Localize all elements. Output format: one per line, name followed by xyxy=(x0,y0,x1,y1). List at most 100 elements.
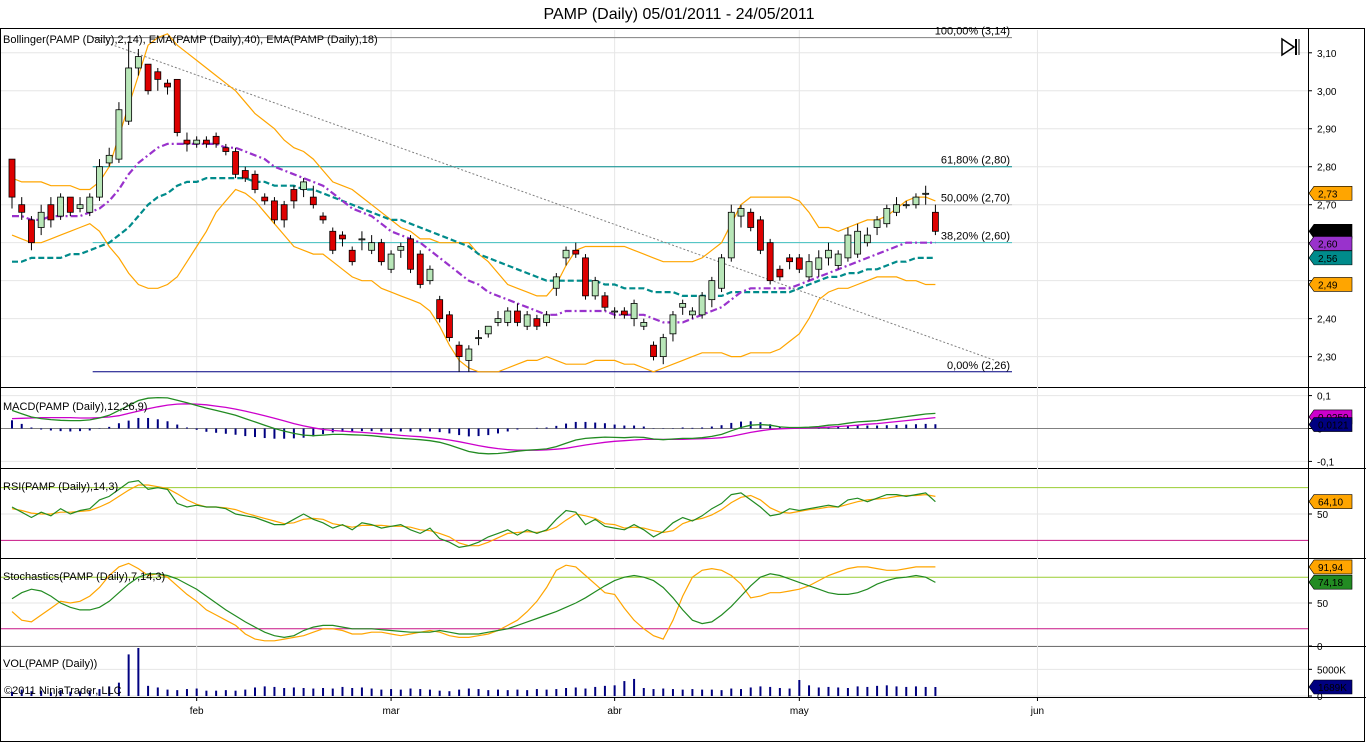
x-axis: feb mar abr may jun xyxy=(190,697,1044,717)
candle-body xyxy=(786,257,793,263)
price-marker-box xyxy=(1308,250,1353,266)
candle-body xyxy=(825,249,832,259)
candle-body xyxy=(212,135,220,145)
candle-body xyxy=(902,204,910,207)
candle-body xyxy=(504,310,512,323)
candle-body xyxy=(514,310,521,323)
candle-body xyxy=(863,234,871,244)
price-marker-box xyxy=(1308,186,1353,201)
price-marker-label: 74,18 xyxy=(1318,578,1343,589)
price-marker-box xyxy=(1308,277,1353,292)
candle-body xyxy=(115,109,123,160)
candle-body xyxy=(144,63,152,92)
bollinger-bands xyxy=(11,33,936,373)
price-marker-label: 2,63 xyxy=(1318,227,1338,238)
candle-body xyxy=(523,314,531,327)
candle-body xyxy=(377,242,385,263)
candle-body xyxy=(669,314,677,335)
candle-body xyxy=(416,253,424,285)
candle-body xyxy=(455,344,463,358)
panel-titles: Bollinger(PAMP (Daily),2,14), EMA(PAMP (… xyxy=(3,34,378,670)
candle-body xyxy=(300,181,308,190)
panel-title: MACD(PAMP (Daily),12,26,9) xyxy=(3,401,147,413)
price-marker-box xyxy=(1308,679,1353,695)
candle-body xyxy=(309,196,317,206)
price-marker: 2,56 xyxy=(1308,250,1353,266)
fib-label: 50,00% (2,70) xyxy=(941,193,1010,205)
stoch-d-line xyxy=(11,573,936,639)
candle-body xyxy=(844,234,852,259)
candlesticks xyxy=(8,41,939,372)
candle-body xyxy=(883,208,891,225)
candle-body xyxy=(387,253,395,270)
candle-body xyxy=(134,56,142,69)
y-tick-label: 3,10 xyxy=(1317,49,1337,60)
candle-body xyxy=(154,71,162,80)
candle-body xyxy=(173,78,181,133)
y-tick-label: 2,40 xyxy=(1317,315,1337,326)
candle-body xyxy=(47,204,55,221)
candle-body xyxy=(436,299,444,320)
candle-body xyxy=(57,196,64,217)
x-tick-label: jun xyxy=(1030,706,1044,717)
candle-body xyxy=(484,325,492,335)
price-marker-label: 2,56 xyxy=(1318,254,1338,265)
candle-body xyxy=(552,276,560,289)
rsi-panel xyxy=(1,479,1308,549)
candle-body xyxy=(640,322,648,327)
candle-body xyxy=(426,268,434,282)
candle-body xyxy=(445,314,453,339)
candle-body xyxy=(241,170,249,179)
candle-body xyxy=(339,234,346,240)
fib-label: 0,00% (2,26) xyxy=(947,360,1010,372)
candle-body xyxy=(737,208,745,217)
candle-body xyxy=(465,348,473,361)
candle-body xyxy=(271,200,278,221)
candle-body xyxy=(397,246,405,251)
candle-body xyxy=(329,230,337,251)
candle-body xyxy=(854,230,862,255)
candle-body xyxy=(630,303,638,320)
panel-frames xyxy=(0,28,1366,742)
candle-body xyxy=(689,310,696,316)
y-tick-label: 0 xyxy=(1317,692,1323,703)
candle-body xyxy=(251,173,259,190)
candle-body xyxy=(232,151,239,175)
candle-body xyxy=(96,166,103,198)
candle-body xyxy=(747,211,755,228)
rsi-line xyxy=(11,479,936,549)
y-tick-label: 2,90 xyxy=(1317,125,1337,136)
candle-body xyxy=(76,204,84,209)
candle-body xyxy=(494,318,502,323)
candle-body xyxy=(776,268,784,278)
price-marker: 91,94 xyxy=(1308,559,1353,575)
candle-body xyxy=(290,189,298,202)
candle-body xyxy=(105,154,113,164)
candle-body xyxy=(727,211,735,259)
candle-body xyxy=(261,196,269,202)
candle-body xyxy=(601,295,609,308)
price-marker-label: 2,60 xyxy=(1318,239,1338,250)
ema18-line xyxy=(12,142,936,324)
candle-body xyxy=(679,303,687,308)
price-markers: 2,732,632,602,562,490,02590,012164,1091,… xyxy=(1308,186,1353,695)
price-marker-label: 0,0121 xyxy=(1318,421,1349,432)
candle-body xyxy=(834,253,842,266)
candle-body xyxy=(922,192,930,195)
candle-body xyxy=(795,257,803,270)
candle-body xyxy=(407,238,414,270)
y-tick-label: 3,00 xyxy=(1317,87,1337,98)
candle-body xyxy=(805,261,813,278)
candle-body xyxy=(86,196,94,213)
candle-body xyxy=(572,249,580,255)
candle-body xyxy=(183,139,191,145)
x-tick-label: may xyxy=(790,706,809,717)
candle-body xyxy=(932,211,939,232)
fib-label: 61,80% (2,80) xyxy=(941,155,1010,167)
play-pause-icon[interactable] xyxy=(1280,37,1300,57)
x-tick-label: feb xyxy=(190,706,204,717)
candle-body xyxy=(202,139,210,145)
price-marker: 1689K xyxy=(1308,679,1353,695)
price-marker: 64,10 xyxy=(1308,494,1353,509)
panel-title: Stochastics(PAMP (Daily),7,14,3) xyxy=(3,571,165,583)
